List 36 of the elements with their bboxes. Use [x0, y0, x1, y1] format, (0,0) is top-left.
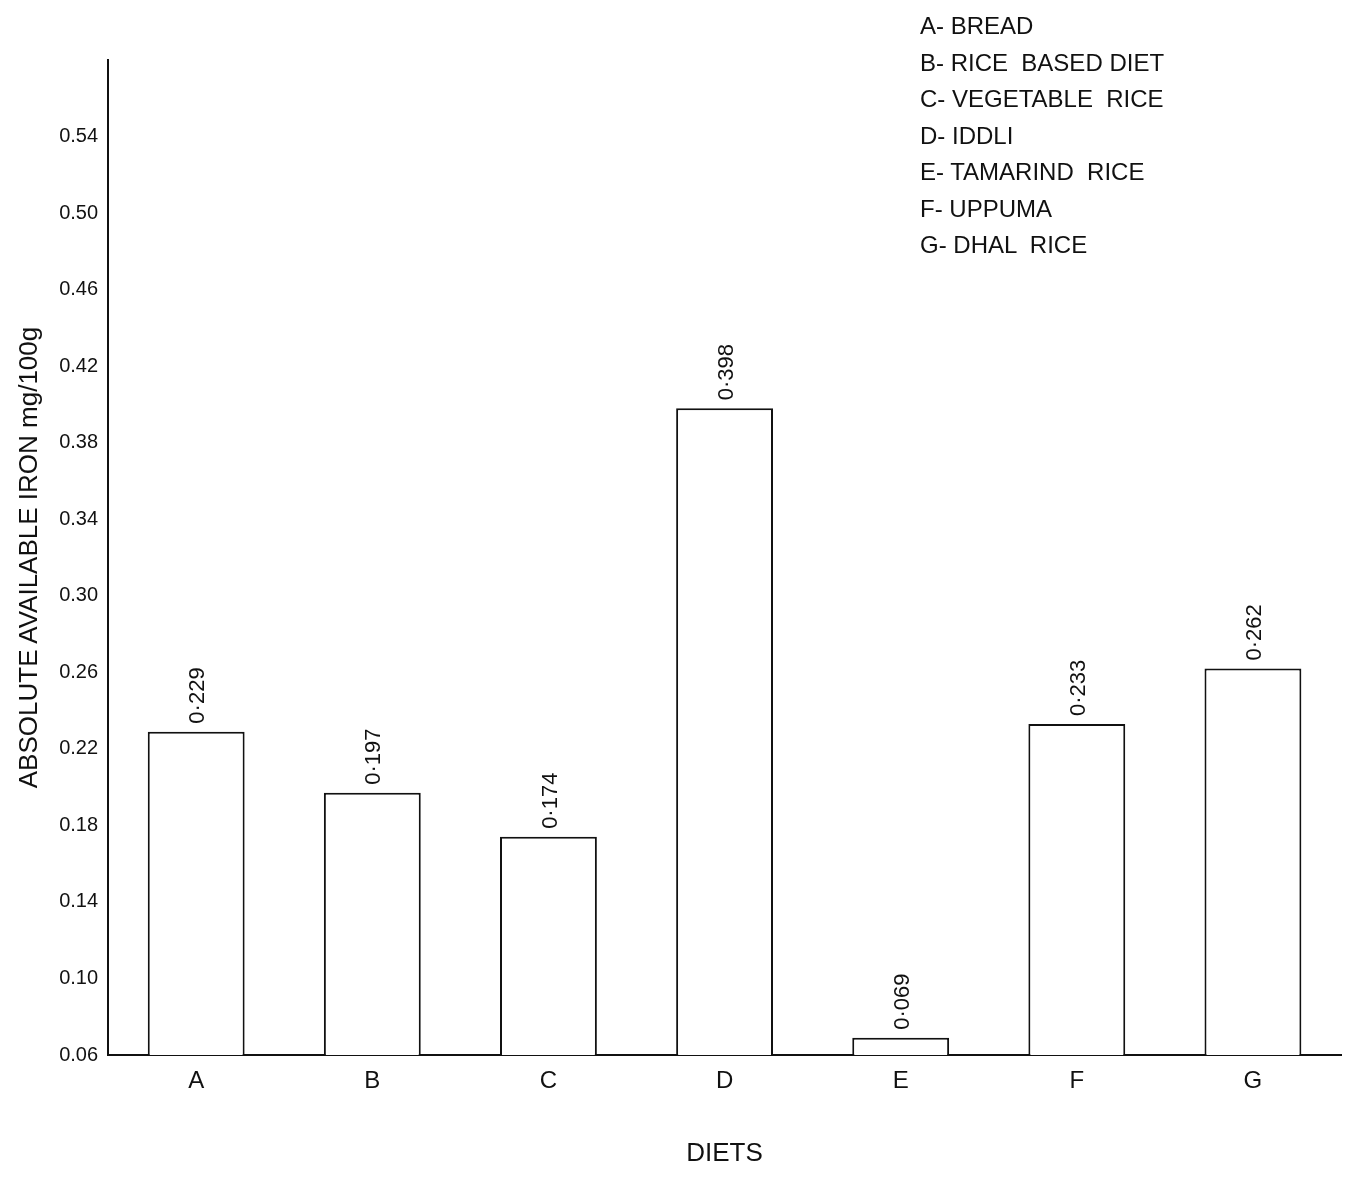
annotation: E- TAMARIND RICE [920, 157, 1146, 187]
y-tick-label: 0.54 [59, 124, 99, 147]
data-label: 0·262 [1241, 604, 1266, 661]
text: A- BREAD [920, 11, 1035, 41]
y-tick-label: 0.06 [59, 1042, 99, 1065]
data-label: 0·233 [1064, 659, 1090, 716]
x-tick-label: F [1069, 1066, 1085, 1094]
data-label: 0·174 [536, 772, 562, 829]
x-tick-label: A [188, 1066, 205, 1094]
annotation: F- UPPUMA [920, 193, 1053, 224]
annotation: D- IDDLI [920, 120, 1015, 151]
y-tick-label: 0.18 [59, 812, 99, 835]
data-label: 0·069 [888, 973, 914, 1030]
y-tick-label: 0.46 [59, 277, 99, 300]
annotation: B- RICE BASED DIET [920, 47, 1165, 78]
x-tick-label: D [715, 1066, 734, 1094]
y-tick-label: 0.30 [59, 583, 99, 606]
y-tick-label: 0.26 [59, 659, 99, 682]
y-tick-label: 0.10 [59, 965, 99, 988]
x-tick-label: C [539, 1066, 558, 1094]
x-tick-label: G [1243, 1066, 1263, 1094]
x-axis-title: DIETS [686, 1136, 763, 1167]
y-axis-title: ABSOLUTE AVAILABLE IRON mg/100g [12, 326, 43, 789]
data-label: 0·398 [712, 343, 738, 401]
y-tick-label: 0.14 [59, 889, 99, 912]
y-tick-label: 0.22 [59, 736, 99, 759]
y-tick-label: 0.50 [59, 200, 99, 223]
y-tick-label: 0.38 [59, 430, 99, 453]
annotation: C- VEGETABLE RICE [920, 84, 1165, 114]
data-label: 0·197 [360, 728, 386, 785]
y-tick-label: 0.42 [59, 353, 99, 376]
data-label: 0·229 [184, 667, 210, 724]
annotation: G- DHAL RICE [920, 230, 1089, 260]
x-tick-label: B [364, 1066, 381, 1094]
y-tick-label: 0.34 [59, 506, 99, 529]
x-tick-label: E [892, 1066, 909, 1094]
